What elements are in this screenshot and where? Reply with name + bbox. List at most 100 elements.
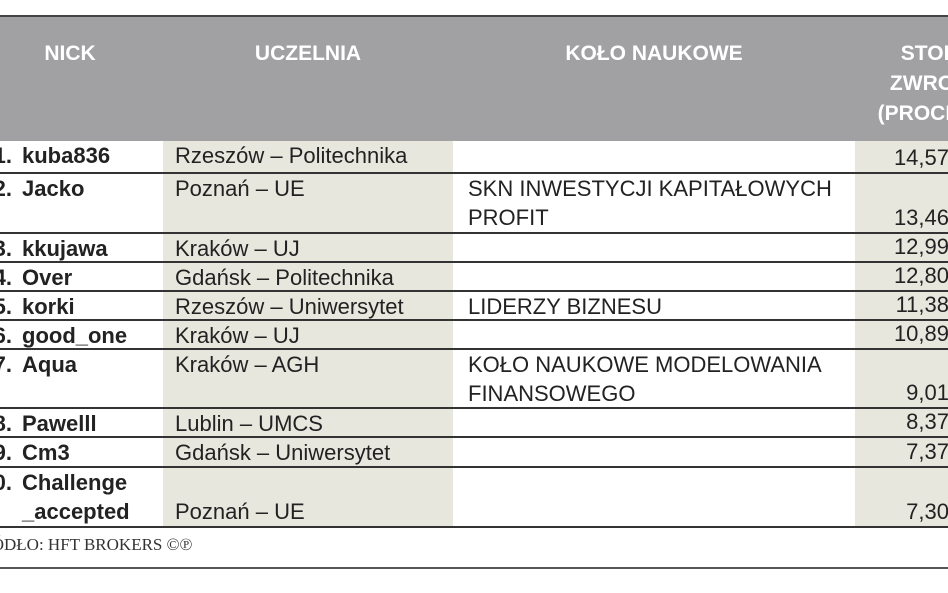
stopa: 8,37 — [906, 409, 948, 434]
ranking-table: NICK UCZELNIA KOŁO NAUKOWE STOPA ZWROTU … — [0, 15, 948, 528]
table-row: 3. kkujawa Kraków – UJ 12,99 — [0, 234, 948, 263]
uczelnia-cell: Rzeszów – Uniwersytet — [163, 292, 453, 319]
stopa-cell: 12,99 — [855, 234, 948, 261]
stopa-cell: 13,46 — [855, 174, 948, 232]
uczelnia-cell: Lublin – UMCS — [163, 409, 453, 436]
nick: Cm3 — [22, 440, 70, 465]
kolo-cell — [453, 438, 855, 466]
table-row: 4. Over Gdańsk – Politechnika 12,80 — [0, 263, 948, 292]
uczelnia-cell: Gdańsk – Politechnika — [163, 263, 453, 290]
uczelnia: Kraków – UJ — [175, 323, 300, 348]
nick-cell: 5. korki — [0, 292, 163, 319]
nick-cell: 4. Over — [0, 263, 163, 290]
nick-cell: 1. kuba836 — [0, 141, 163, 172]
nick: korki — [22, 294, 75, 319]
stopa-cell: 12,80 — [855, 263, 948, 290]
kolo-cell: LIDERZY BIZNESU — [453, 292, 855, 319]
nick: kkujawa — [22, 236, 108, 261]
stopa-cell: 9,01 — [855, 350, 948, 407]
uczelnia: Rzeszów – Politechnika — [175, 143, 408, 168]
stopa-cell: 14,57 — [855, 141, 948, 172]
kolo-cell — [453, 409, 855, 436]
uczelnia: Gdańsk – Politechnika — [175, 265, 394, 290]
rank: 5. — [0, 294, 12, 319]
table-row: 2. Jacko Poznań – UE SKN INWESTYCJI KAPIT… — [0, 174, 948, 234]
stopa: 12,80 — [893, 263, 948, 288]
uczelnia: Gdańsk – Uniwersytet — [175, 440, 391, 465]
rank: 8. — [0, 411, 12, 436]
nick-cell: 6. good_one — [0, 321, 163, 348]
rank: 7. — [0, 352, 12, 377]
uczelnia-cell: Kraków – UJ — [163, 321, 453, 348]
nick-cell: 8. Pawelll — [0, 409, 163, 436]
nick-cell: 7. Aqua — [0, 350, 163, 407]
stopa-cell: 10,89 — [855, 321, 948, 348]
table-row: 7. Aqua Kraków – AGH KOŁO NAUKOWE MODELOW… — [0, 350, 948, 409]
table-row: 8. Pawelll Lublin – UMCS 8,37 — [0, 409, 948, 438]
table-row: 5. korki Rzeszów – Uniwersytet LIDERZY BI… — [0, 292, 948, 321]
uczelnia: Poznań – UE — [175, 176, 305, 201]
stopa: 14,57 — [893, 145, 948, 170]
stopa: 12,99 — [893, 234, 948, 259]
nick: kuba836 — [22, 143, 111, 168]
uczelnia-cell: Kraków – AGH — [163, 350, 453, 407]
source-note: ŹRÓDŁO: HFT BROKERS ©℗ — [0, 535, 193, 554]
uczelnia-cell: Gdańsk – Uniwersytet — [163, 438, 453, 466]
kolo-cell: KOŁO NAUKOWE MODELOWANIA FINANSOWEGO — [453, 350, 855, 407]
stopa: 7,37 — [906, 439, 948, 464]
kolo-cell: SKN INWESTYCJI KAPITAŁOWYCH PROFIT — [453, 174, 855, 232]
stopa-cell: 7,30 — [855, 468, 948, 526]
rank: 1. — [0, 143, 12, 168]
header-nick: NICK — [44, 42, 96, 65]
uczelnia: Kraków – AGH — [175, 352, 320, 377]
nick: good_one — [22, 323, 128, 348]
header-kolo: KOŁO NAUKOWE — [565, 42, 743, 65]
uczelnia: Rzeszów – Uniwersytet — [175, 294, 404, 319]
stopa: 10,89 — [893, 321, 948, 346]
stopa-cell: 11,38 — [855, 292, 948, 319]
nick-cell: 10. Challenge _accepted — [0, 468, 175, 526]
nick-cell: 3. kkujawa — [0, 234, 163, 261]
kolo-cell — [453, 263, 855, 290]
kolo: LIDERZY BIZNESU — [468, 294, 662, 319]
rank: 4. — [0, 265, 12, 290]
nick: Over — [22, 265, 73, 290]
nick: Challenge _accepted — [22, 470, 130, 524]
rank: 10. — [0, 470, 12, 495]
kolo-cell — [453, 234, 855, 261]
header-uczelnia: UCZELNIA — [254, 42, 362, 65]
kolo: SKN INWESTYCJI KAPITAŁOWYCH PROFIT — [468, 176, 832, 230]
kolo-cell — [453, 321, 855, 348]
uczelnia-cell: Rzeszów – Politechnika — [163, 141, 453, 172]
rank: 3. — [0, 236, 12, 261]
uczelnia: Poznań – UE — [175, 499, 305, 524]
table-row: 1. kuba836 Rzeszów – Politechnika 14,57 — [0, 141, 948, 174]
uczelnia-cell: Poznań – UE — [163, 174, 453, 232]
nick: Aqua — [22, 352, 77, 377]
table-row: 9. Cm3 Gdańsk – Uniwersytet 7,37 — [0, 438, 948, 468]
table-row: 10. Challenge _accepted Poznań – UE 7,30 — [0, 468, 948, 528]
uczelnia-cell: Kraków – UJ — [163, 234, 453, 261]
uczelnia: Kraków – UJ — [175, 236, 300, 261]
stopa-cell: 8,37 — [855, 409, 948, 436]
stopa: 13,46 — [893, 205, 948, 230]
header-stopa: STOPA ZWROTU (PROCENT) — [877, 42, 948, 125]
stopa: 7,30 — [906, 499, 948, 524]
kolo-cell — [453, 468, 855, 526]
nick: Jacko — [22, 176, 85, 201]
stopa: 9,01 — [906, 380, 948, 405]
kolo: KOŁO NAUKOWE MODELOWANIA FINANSOWEGO — [468, 352, 821, 406]
rank: 6. — [0, 323, 12, 348]
table-row: 6. good_one Kraków – UJ 10,89 — [0, 321, 948, 350]
rank: 2. — [0, 176, 12, 201]
stopa: 11,38 — [895, 292, 948, 317]
nick-cell: 9. Cm3 — [0, 438, 163, 466]
uczelnia-cell: Poznań – UE — [163, 468, 453, 526]
rank: 9. — [0, 440, 12, 465]
kolo-cell — [453, 141, 855, 172]
nick: Pawelll — [22, 411, 97, 436]
nick-cell: 2. Jacko — [0, 174, 163, 232]
table-header: NICK UCZELNIA KOŁO NAUKOWE STOPA ZWROTU … — [0, 17, 948, 141]
divider — [0, 567, 948, 569]
stopa-cell: 7,37 — [855, 438, 948, 466]
